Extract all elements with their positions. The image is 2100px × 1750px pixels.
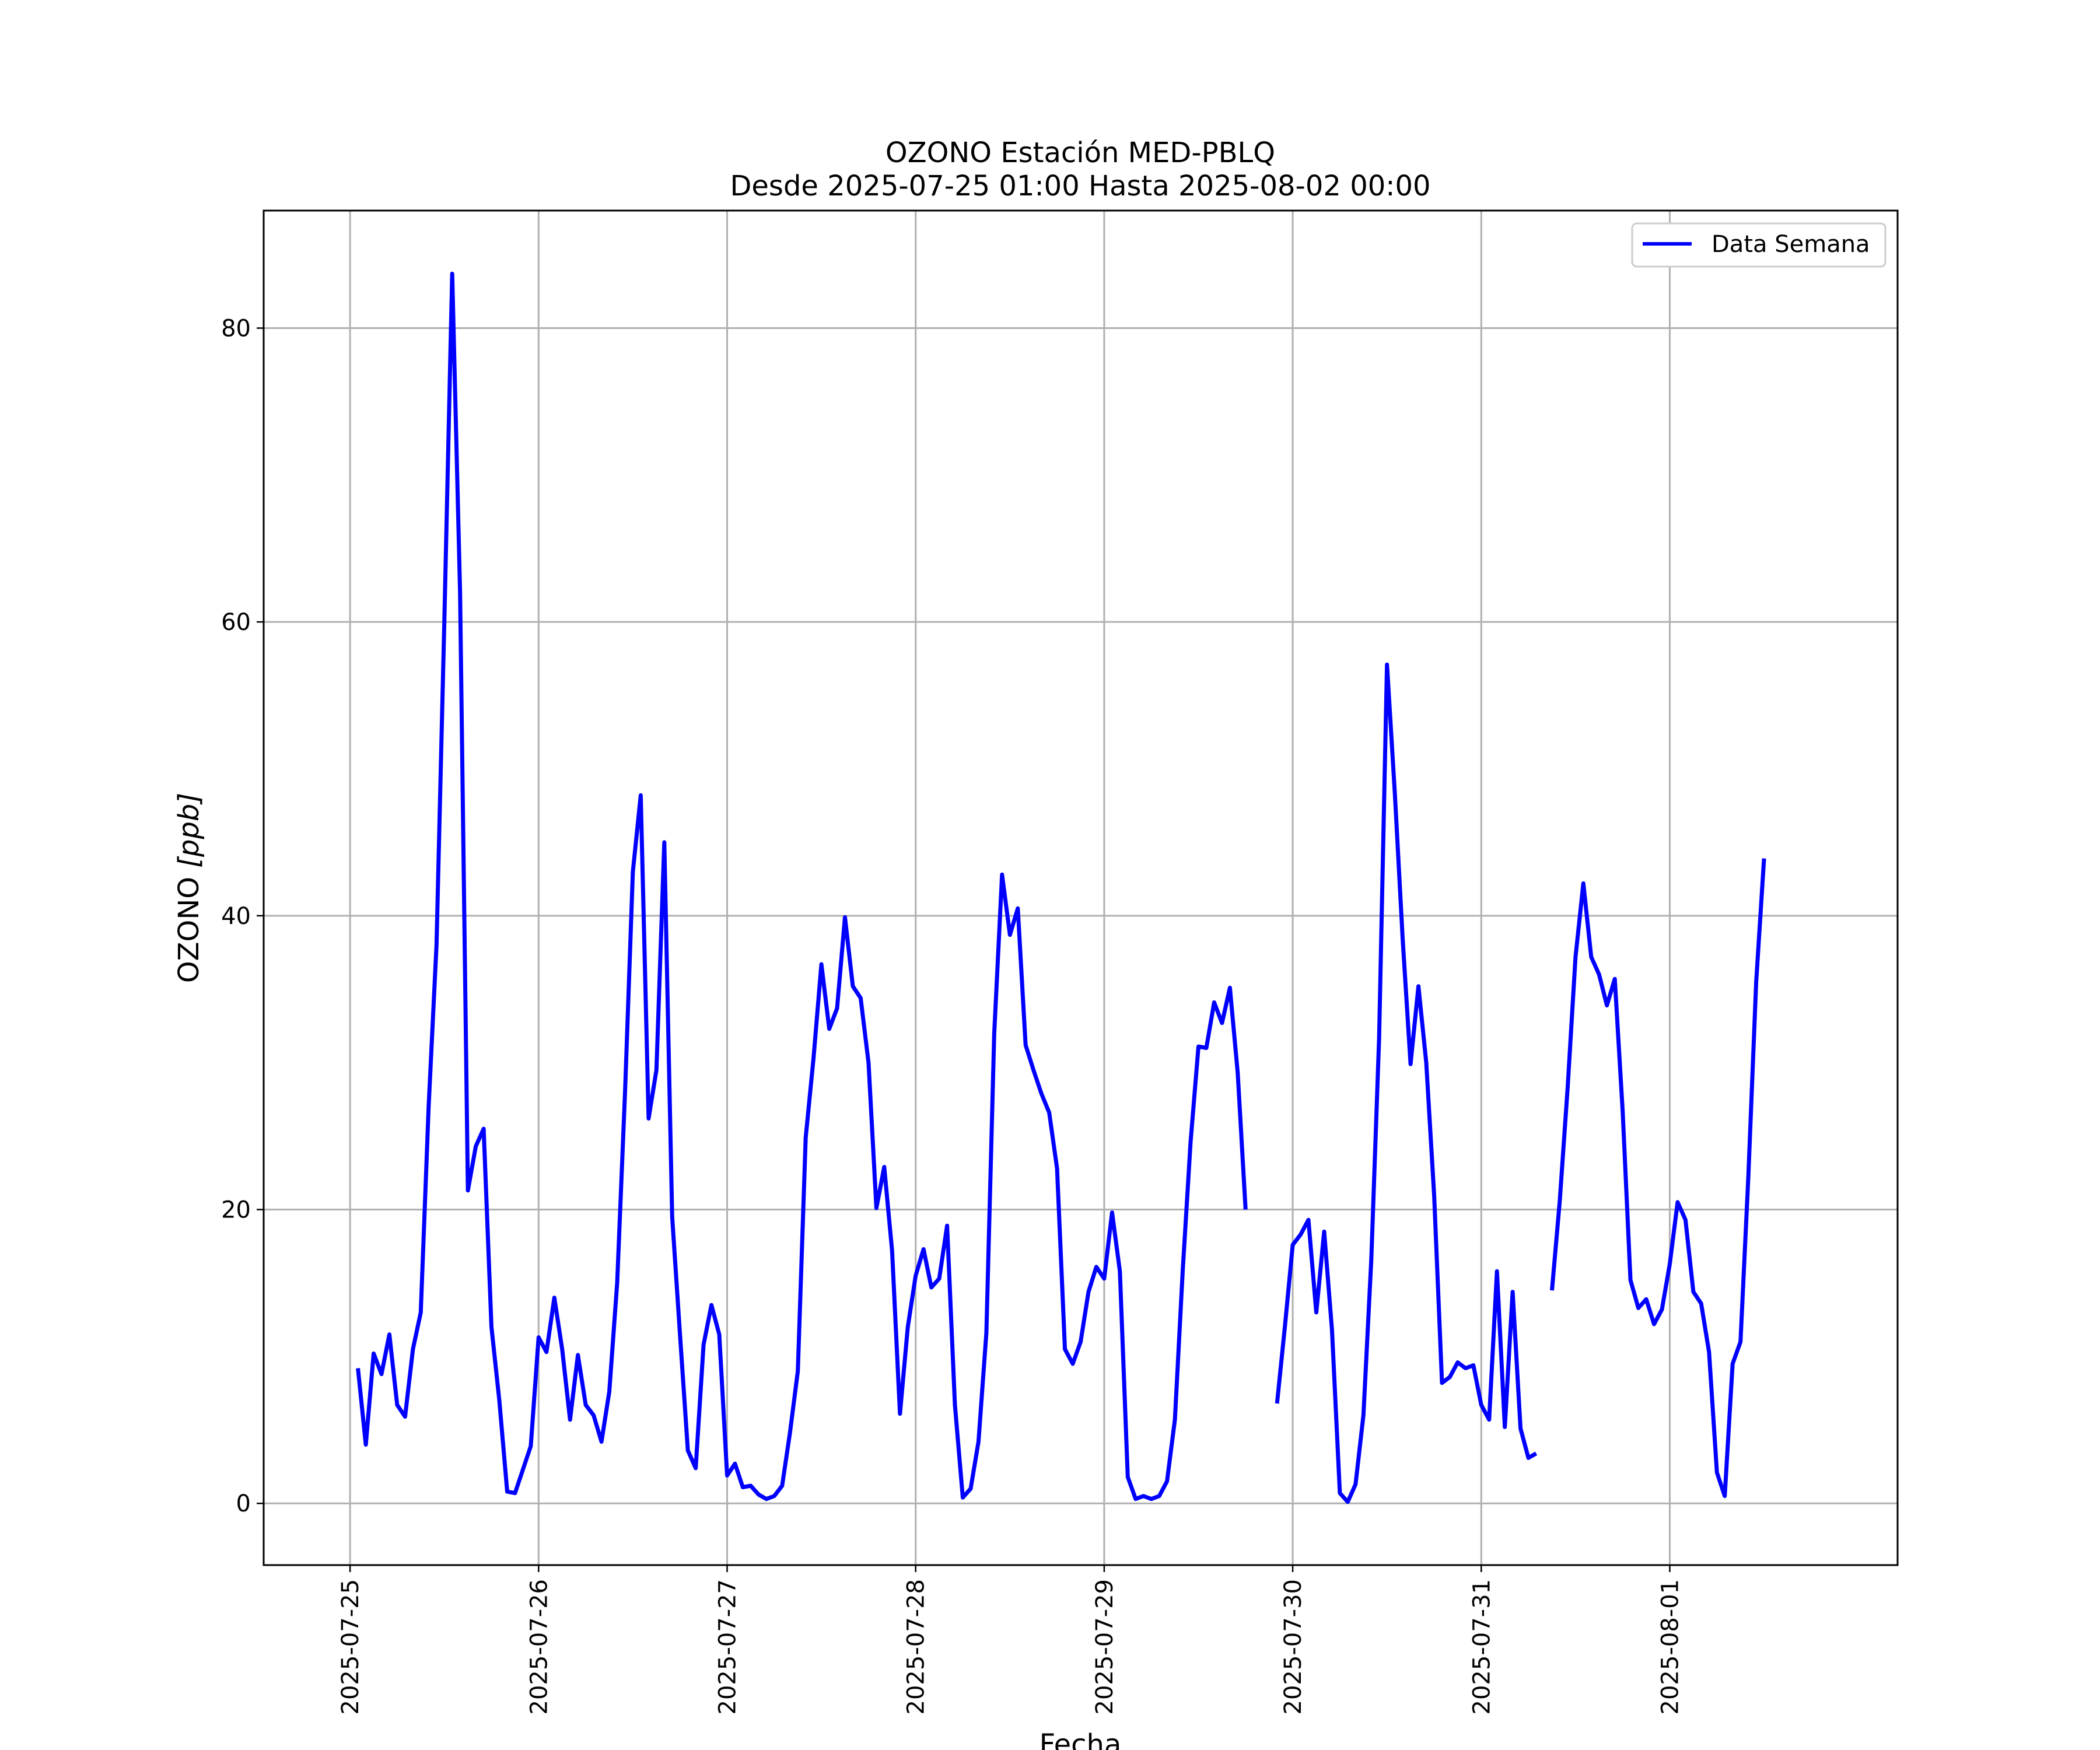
- legend-label-data-semana: Data Semana: [1712, 231, 1870, 258]
- grid-lines: [264, 211, 1898, 1565]
- axis-ticks: 0 20 40 60 80 2025-07-25 2025-07-26 2025-07-27 2…: [221, 315, 1684, 1714]
- y-axis-label-quantity: OZONO: [173, 868, 205, 983]
- x-tick-label: 2025-07-28: [903, 1579, 930, 1714]
- x-tick-label: 2025-07-30: [1280, 1579, 1307, 1714]
- plot-area-frame: [262, 209, 1899, 1566]
- x-tick-label: 2025-07-27: [715, 1579, 741, 1714]
- x-tick-label: 2025-07-26: [526, 1579, 552, 1714]
- y-tick-label: 20: [221, 1197, 251, 1224]
- y-tick-label: 60: [221, 609, 251, 636]
- x-tick-label: 2025-07-25: [337, 1579, 364, 1714]
- legend-box: [1631, 222, 1887, 268]
- chart-subtitle: Desde 2025-07-25 01:00 Hasta 2025-08-02 …: [730, 170, 1430, 202]
- x-tick-label: 2025-07-29: [1091, 1579, 1118, 1714]
- x-tick-label: 2025-07-31: [1468, 1579, 1495, 1714]
- y-axis-label: OZONO [ppb]: [173, 793, 205, 983]
- x-axis-label: Fecha: [1040, 1728, 1122, 1750]
- legend: Data Semana: [1631, 222, 1887, 268]
- series-layer: [356, 271, 1766, 1504]
- y-axis-label-unit: [ppb]: [173, 793, 205, 868]
- y-tick-label: 0: [236, 1490, 251, 1517]
- y-tick-label: 40: [221, 903, 251, 930]
- series-line-data-semana: [356, 271, 1766, 1504]
- x-tick-label: 2025-08-01: [1657, 1579, 1684, 1714]
- y-tick-label: 80: [221, 315, 251, 342]
- chart-title: OZONO Estación MED-PBLQ: [886, 136, 1275, 169]
